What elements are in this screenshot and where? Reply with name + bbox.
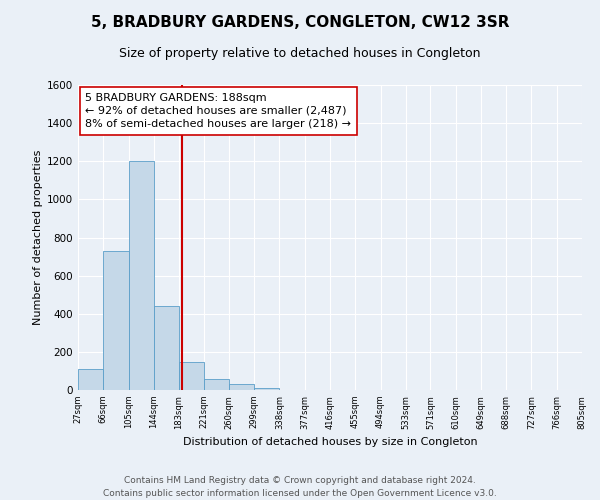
Text: 5, BRADBURY GARDENS, CONGLETON, CW12 3SR: 5, BRADBURY GARDENS, CONGLETON, CW12 3SR	[91, 15, 509, 30]
Bar	[229, 384, 254, 390]
Text: 5 BRADBURY GARDENS: 188sqm
← 92% of detached houses are smaller (2,487)
8% of se: 5 BRADBURY GARDENS: 188sqm ← 92% of deta…	[85, 92, 351, 129]
Y-axis label: Number of detached properties: Number of detached properties	[33, 150, 43, 325]
Bar	[179, 362, 203, 390]
Bar	[78, 369, 103, 390]
Text: Size of property relative to detached houses in Congleton: Size of property relative to detached ho…	[119, 48, 481, 60]
Bar	[154, 306, 179, 390]
Bar	[103, 251, 128, 390]
Bar	[254, 388, 280, 390]
Text: Contains HM Land Registry data © Crown copyright and database right 2024.
Contai: Contains HM Land Registry data © Crown c…	[103, 476, 497, 498]
Bar	[203, 378, 229, 390]
Bar	[128, 161, 154, 390]
X-axis label: Distribution of detached houses by size in Congleton: Distribution of detached houses by size …	[182, 437, 478, 447]
